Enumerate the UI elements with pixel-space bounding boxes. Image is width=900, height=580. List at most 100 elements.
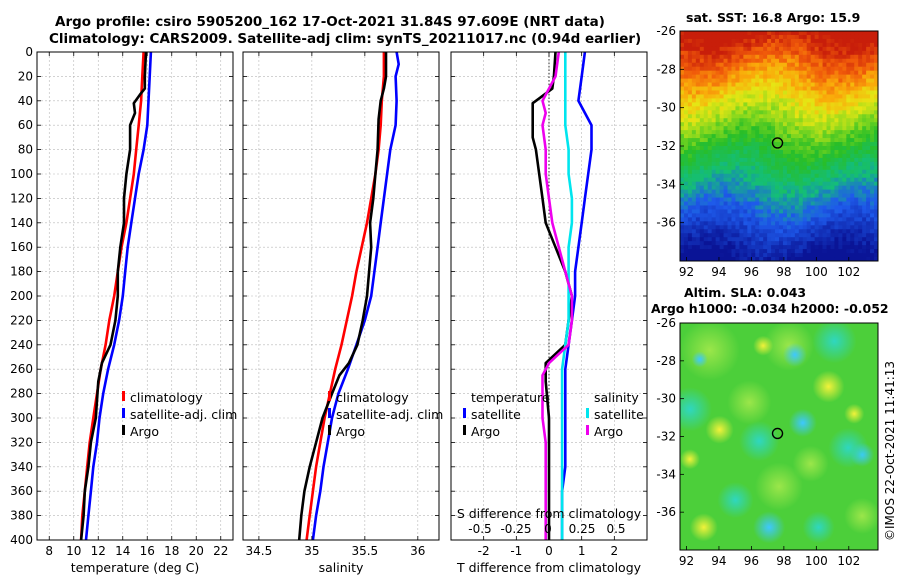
- sst-cell: [751, 237, 756, 242]
- sst-cell: [695, 225, 701, 230]
- sst-cell: [771, 201, 776, 206]
- sst-cell: [699, 31, 705, 36]
- sst-cell: [794, 165, 800, 171]
- sst-cell: [790, 213, 796, 218]
- sst-cell: [814, 193, 819, 198]
- sst-cell: [755, 165, 760, 171]
- sst-cell: [763, 38, 768, 44]
- sst-cell: [707, 185, 713, 191]
- sst-cell: [806, 31, 812, 36]
- sst-cell: [842, 50, 847, 56]
- sst-cell: [707, 86, 713, 91]
- sst-cell: [695, 177, 701, 183]
- sst-cell: [854, 74, 859, 79]
- sst-cell: [695, 165, 701, 171]
- sst-cell: [862, 249, 867, 254]
- sst-cell: [727, 233, 732, 238]
- sst-cell: [703, 106, 709, 111]
- sst-cell: [798, 221, 804, 226]
- sst-cell: [771, 66, 776, 72]
- sst-cell: [755, 134, 760, 139]
- sst-cell: [767, 74, 772, 79]
- sst-cell: [711, 70, 717, 76]
- sst-cell: [771, 249, 776, 254]
- sst-cell: [838, 249, 843, 254]
- sst-cell: [838, 102, 843, 107]
- sst-cell: [747, 153, 752, 159]
- sst-cell: [870, 169, 875, 175]
- sst-cell: [786, 62, 792, 68]
- sst-cell: [771, 157, 776, 163]
- sst-cell: [763, 149, 768, 155]
- sst-cell: [826, 114, 831, 119]
- sst-cell: [691, 193, 697, 198]
- series-line-t-argo: [531, 51, 574, 540]
- sst-cell: [802, 50, 808, 56]
- sst-cell: [771, 86, 776, 91]
- sst-cell: [826, 165, 831, 171]
- sst-cell: [719, 106, 724, 111]
- sst-cell: [727, 142, 732, 147]
- sst-cell: [826, 34, 831, 40]
- sst-cell: [866, 58, 871, 64]
- sst-cell: [699, 245, 705, 250]
- sst-cell: [870, 161, 875, 167]
- sst-cell: [834, 130, 839, 135]
- sst-cell: [735, 225, 740, 230]
- sst-cell: [747, 221, 752, 226]
- sst-cell: [779, 149, 784, 155]
- sst-cell: [854, 185, 859, 191]
- sst-cell: [818, 149, 823, 155]
- sst-cell: [826, 46, 831, 52]
- sst-cell: [680, 181, 685, 187]
- sst-cell: [699, 201, 705, 206]
- sst-cell: [870, 38, 875, 44]
- sst-cell: [703, 201, 709, 206]
- sst-cell: [695, 209, 701, 214]
- sst-cell: [838, 221, 843, 226]
- sst-cell: [858, 130, 863, 135]
- sst-cell: [715, 114, 720, 119]
- sst-cell: [810, 189, 816, 194]
- sst-cell: [842, 90, 847, 95]
- sst-cell: [874, 241, 878, 246]
- sst-cell: [743, 209, 748, 214]
- sst-cell: [680, 66, 685, 72]
- sst-cell: [759, 197, 764, 202]
- sst-cell: [739, 225, 744, 230]
- sst-cell: [798, 229, 804, 234]
- sst-cell: [850, 181, 855, 187]
- sst-cell: [826, 134, 831, 139]
- sst-cell: [798, 70, 804, 76]
- sst-cell: [723, 209, 728, 214]
- sst-cell: [818, 122, 823, 127]
- sst-cell: [802, 181, 808, 187]
- sst-cell: [779, 165, 784, 171]
- sst-cell: [775, 126, 780, 131]
- sst-cell: [818, 237, 823, 242]
- sst-cell: [739, 209, 744, 214]
- sst-cell: [794, 86, 800, 91]
- sst-cell: [862, 126, 867, 131]
- sst-cell: [747, 130, 752, 135]
- sst-cell: [763, 102, 768, 107]
- sst-cell: [874, 142, 878, 147]
- sst-cell: [775, 58, 780, 64]
- sst-cell: [842, 94, 847, 99]
- sst-cell: [854, 253, 859, 258]
- sst-cell: [695, 205, 701, 210]
- sst-cell: [806, 217, 812, 222]
- sst-cell: [846, 221, 851, 226]
- sst-cell: [703, 114, 709, 119]
- sst-cell: [755, 118, 760, 123]
- y-tick-label: 20: [18, 69, 33, 83]
- sst-cell: [723, 189, 728, 194]
- sst-cell: [794, 122, 800, 127]
- sst-cell: [858, 225, 863, 230]
- sst-cell: [687, 197, 693, 202]
- sst-cell: [703, 153, 709, 159]
- sst-cell: [683, 233, 689, 238]
- sst-cell: [691, 142, 697, 147]
- sst-cell: [775, 46, 780, 52]
- sst-cell: [858, 34, 863, 40]
